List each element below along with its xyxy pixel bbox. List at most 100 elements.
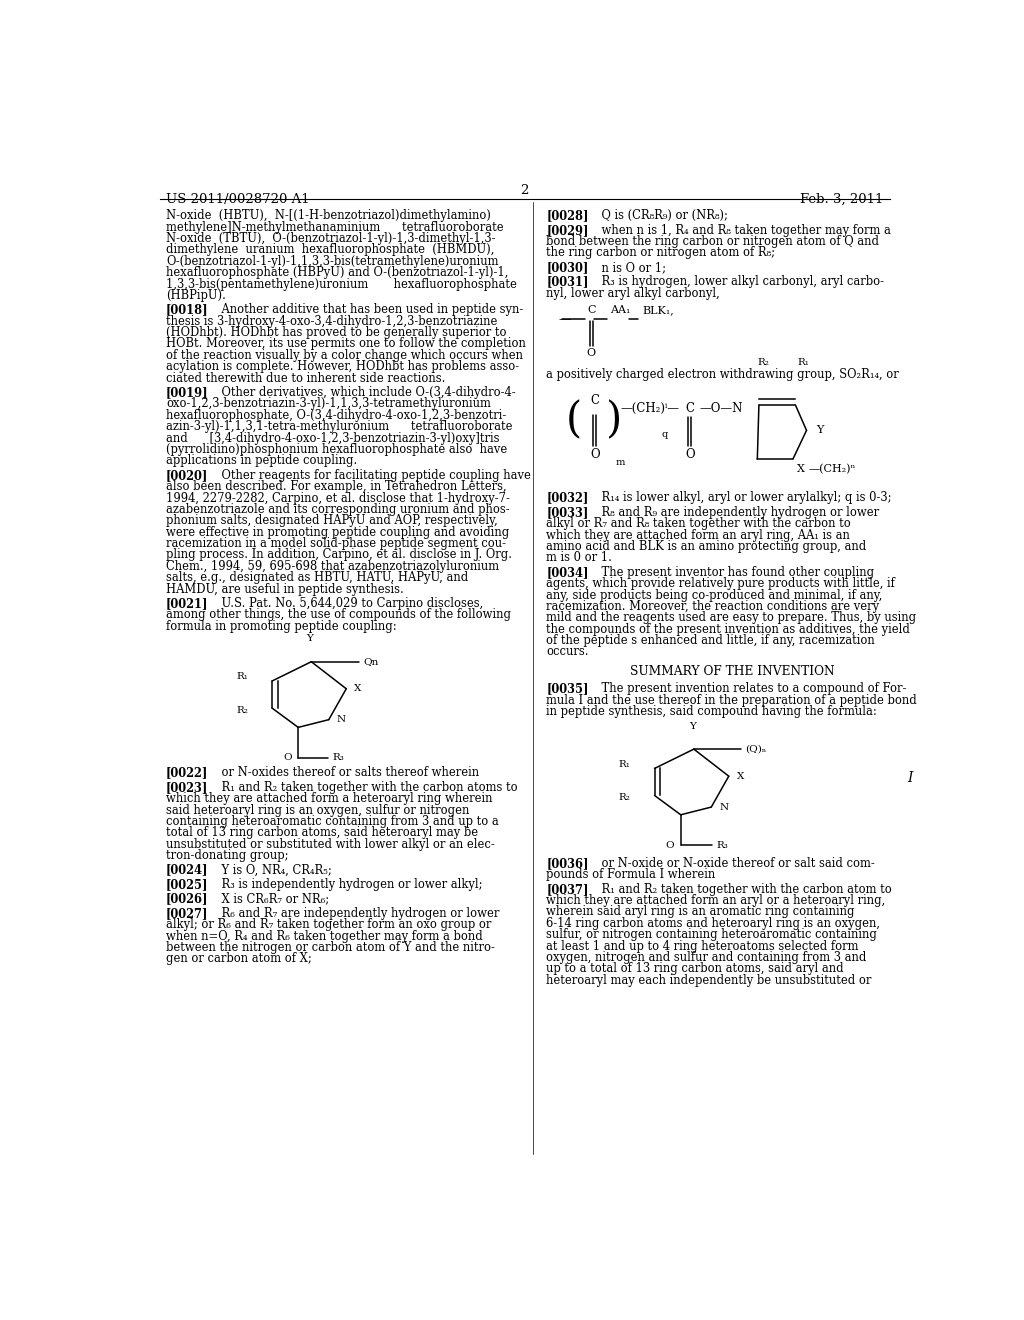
Text: R₂: R₂ bbox=[758, 358, 769, 367]
Text: oxygen, nitrogen and sulfur and containing from 3 and: oxygen, nitrogen and sulfur and containi… bbox=[546, 950, 866, 964]
Text: of the reaction visually by a color change which occurs when: of the reaction visually by a color chan… bbox=[166, 348, 523, 362]
Text: O: O bbox=[284, 754, 292, 763]
Text: pling process. In addition, Carpino, et al. disclose in J. Org.: pling process. In addition, Carpino, et … bbox=[166, 549, 512, 561]
Text: BLK₁,: BLK₁, bbox=[642, 305, 674, 315]
Text: HOBt. Moreover, its use permits one to follow the completion: HOBt. Moreover, its use permits one to f… bbox=[166, 338, 526, 351]
Text: Feb. 3, 2011: Feb. 3, 2011 bbox=[800, 193, 884, 206]
Text: (: ( bbox=[566, 399, 583, 441]
Text: at least 1 and up to 4 ring heteroatoms selected form: at least 1 and up to 4 ring heteroatoms … bbox=[546, 940, 859, 953]
Text: or N-oxides thereof or salts thereof wherein: or N-oxides thereof or salts thereof whe… bbox=[207, 767, 479, 779]
Text: R₂: R₂ bbox=[618, 793, 631, 803]
Text: R₈ and R₉ are independently hydrogen or lower: R₈ and R₉ are independently hydrogen or … bbox=[588, 506, 880, 519]
Text: [0019]: [0019] bbox=[166, 385, 209, 399]
Text: R₁₄ is lower alkyl, aryl or lower arylalkyl; q is 0-3;: R₁₄ is lower alkyl, aryl or lower arylal… bbox=[588, 491, 892, 504]
Text: sulfur, or nitrogen containing heteroaromatic containing: sulfur, or nitrogen containing heteroaro… bbox=[546, 928, 878, 941]
Text: which they are attached form a heteroaryl ring wherein: which they are attached form a heteroary… bbox=[166, 792, 493, 805]
Text: (HODhbt). HODhbt has proved to be generally superior to: (HODhbt). HODhbt has proved to be genera… bbox=[166, 326, 507, 339]
Text: [0028]: [0028] bbox=[546, 210, 589, 222]
Text: or N-oxide or N-oxide thereof or salt said com-: or N-oxide or N-oxide thereof or salt sa… bbox=[588, 857, 876, 870]
Text: The present invention relates to a compound of For-: The present invention relates to a compo… bbox=[588, 682, 907, 696]
Text: (pyrrolidino)phosphonium hexafluorophosphate also  have: (pyrrolidino)phosphonium hexafluorophosp… bbox=[166, 444, 507, 455]
Text: Y is O, NR₄, CR₄R₅;: Y is O, NR₄, CR₄R₅; bbox=[207, 863, 332, 876]
Text: when n=O, R₄ and R₆ taken together may form a bond: when n=O, R₄ and R₆ taken together may f… bbox=[166, 929, 483, 942]
Text: were effective in promoting peptide coupling and avoiding: were effective in promoting peptide coup… bbox=[166, 525, 509, 539]
Text: Y: Y bbox=[306, 635, 313, 643]
Text: [0034]: [0034] bbox=[546, 566, 589, 578]
Text: alkyl; or R₆ and R₇ taken together form an oxo group or: alkyl; or R₆ and R₇ taken together form … bbox=[166, 919, 492, 932]
Text: [0024]: [0024] bbox=[166, 863, 209, 876]
Text: mula I and the use thereof in the preparation of a peptide bond: mula I and the use thereof in the prepar… bbox=[546, 694, 916, 706]
Text: N: N bbox=[719, 803, 728, 812]
Text: AA₁: AA₁ bbox=[609, 305, 630, 315]
Text: X: X bbox=[354, 684, 361, 693]
Text: O: O bbox=[666, 841, 675, 850]
Text: amino acid and BLK is an amino protecting group, and: amino acid and BLK is an amino protectin… bbox=[546, 540, 866, 553]
Text: among other things, the use of compounds of the following: among other things, the use of compounds… bbox=[166, 609, 511, 622]
Text: Another additive that has been used in peptide syn-: Another additive that has been used in p… bbox=[207, 304, 523, 317]
Text: R₃ is independently hydrogen or lower alkyl;: R₃ is independently hydrogen or lower al… bbox=[207, 878, 483, 891]
Text: [0021]: [0021] bbox=[166, 597, 209, 610]
Text: tron-donating group;: tron-donating group; bbox=[166, 849, 289, 862]
Text: in peptide synthesis, said compound having the formula:: in peptide synthesis, said compound havi… bbox=[546, 705, 877, 718]
Text: m is 0 or 1.: m is 0 or 1. bbox=[546, 552, 612, 565]
Text: formula in promoting peptide coupling:: formula in promoting peptide coupling: bbox=[166, 620, 396, 632]
Text: racemization in a model solid-phase peptide segment cou-: racemization in a model solid-phase pept… bbox=[166, 537, 506, 550]
Text: [0027]: [0027] bbox=[166, 907, 209, 920]
Text: (Q)ₙ: (Q)ₙ bbox=[744, 744, 766, 754]
Text: oxo-1,2,3-benzotriazin-3-yl)-1,1,3,3-tetramethyluronium: oxo-1,2,3-benzotriazin-3-yl)-1,1,3,3-tet… bbox=[166, 397, 490, 411]
Text: also been described. For example, in Tetrahedron Letters,: also been described. For example, in Tet… bbox=[166, 480, 507, 494]
Text: X is CR₆R₇ or NR₆;: X is CR₆R₇ or NR₆; bbox=[207, 892, 330, 906]
Text: R₆ and R₇ are independently hydrogen or lower: R₆ and R₇ are independently hydrogen or … bbox=[207, 907, 500, 920]
Text: O-(benzotriazol-1-yl)-1,1,3,3-bis(tetramethylene)uronium: O-(benzotriazol-1-yl)-1,1,3,3-bis(tetram… bbox=[166, 255, 499, 268]
Text: azabenzotriazole and its corresponding uronium and phos-: azabenzotriazole and its corresponding u… bbox=[166, 503, 510, 516]
Text: [0020]: [0020] bbox=[166, 469, 209, 482]
Text: dimethylene  uranium  hexafluorophosphate  (HBMDU),: dimethylene uranium hexafluorophosphate … bbox=[166, 243, 495, 256]
Text: O: O bbox=[591, 447, 600, 461]
Text: salts, e.g., designated as HBTU, HATU, HAPyU, and: salts, e.g., designated as HBTU, HATU, H… bbox=[166, 572, 468, 585]
Text: heteroaryl may each independently be unsubstituted or: heteroaryl may each independently be uns… bbox=[546, 974, 871, 987]
Text: [0032]: [0032] bbox=[546, 491, 589, 504]
Text: between the nitrogen or carbon atom of Y and the nitro-: between the nitrogen or carbon atom of Y… bbox=[166, 941, 495, 954]
Text: 1,3,3-bis(pentamethylene)uronium       hexafluorophosphate: 1,3,3-bis(pentamethylene)uronium hexaflu… bbox=[166, 277, 517, 290]
Text: C: C bbox=[590, 393, 599, 407]
Text: I: I bbox=[907, 771, 912, 784]
Text: [0023]: [0023] bbox=[166, 781, 209, 793]
Text: m: m bbox=[616, 458, 626, 467]
Text: N: N bbox=[337, 715, 346, 725]
Text: phonium salts, designated HAPyU and AOP, respectively,: phonium salts, designated HAPyU and AOP,… bbox=[166, 515, 498, 528]
Text: O: O bbox=[685, 447, 694, 461]
Text: R₁: R₁ bbox=[237, 672, 248, 681]
Text: Q is (CR₈R₉) or (NR₈);: Q is (CR₈R₉) or (NR₈); bbox=[588, 210, 728, 222]
Text: [0025]: [0025] bbox=[166, 878, 209, 891]
Text: SUMMARY OF THE INVENTION: SUMMARY OF THE INVENTION bbox=[631, 665, 835, 678]
Text: R₁ and R₂ taken together with the carbon atom to: R₁ and R₂ taken together with the carbon… bbox=[588, 883, 892, 896]
Text: hexafluorophosphate, O-(3,4-dihydro-4-oxo-1,2,3-benzotri-: hexafluorophosphate, O-(3,4-dihydro-4-ox… bbox=[166, 409, 506, 422]
Text: The present inventor has found other coupling: The present inventor has found other cou… bbox=[588, 566, 874, 578]
Text: unsubstituted or substituted with lower alkyl or an elec-: unsubstituted or substituted with lower … bbox=[166, 838, 495, 851]
Text: [0026]: [0026] bbox=[166, 892, 209, 906]
Text: the compounds of the present invention as additives, the yield: the compounds of the present invention a… bbox=[546, 623, 910, 636]
Text: R₁: R₁ bbox=[618, 760, 631, 768]
Text: methylene]N-methylmethanaminium      tetrafluoroborate: methylene]N-methylmethanaminium tetraflu… bbox=[166, 220, 504, 234]
Text: azin-3-yl)-1,1,3,1-tetra-methyluronium      tetrafluoroborate: azin-3-yl)-1,1,3,1-tetra-methyluronium t… bbox=[166, 420, 513, 433]
Text: [0018]: [0018] bbox=[166, 304, 209, 317]
Text: [0030]: [0030] bbox=[546, 261, 589, 273]
Text: Y: Y bbox=[689, 722, 695, 731]
Text: Y: Y bbox=[816, 425, 823, 436]
Text: mild and the reagents used are easy to prepare. Thus, by using: mild and the reagents used are easy to p… bbox=[546, 611, 916, 624]
Text: containing heteroaromatic containing from 3 and up to a: containing heteroaromatic containing fro… bbox=[166, 814, 499, 828]
Text: C: C bbox=[588, 305, 596, 315]
Text: gen or carbon atom of X;: gen or carbon atom of X; bbox=[166, 953, 312, 965]
Text: X: X bbox=[736, 772, 744, 780]
Text: US 2011/0028720 A1: US 2011/0028720 A1 bbox=[166, 193, 309, 206]
Text: O: O bbox=[587, 348, 596, 358]
Text: hexafluorophosphate (HBPyU) and O-(benzotriazol-1-yl)-1,: hexafluorophosphate (HBPyU) and O-(benzo… bbox=[166, 267, 509, 279]
Text: R₃: R₃ bbox=[333, 754, 344, 763]
Text: said heteroaryl ring is an oxygen, sulfur or nitrogen: said heteroaryl ring is an oxygen, sulfu… bbox=[166, 804, 469, 817]
Text: Other reagents for facilitating peptide coupling have: Other reagents for facilitating peptide … bbox=[207, 469, 531, 482]
Text: N-oxide  (HBTU),  N-[(1-H-benzotriazol)dimethylamino): N-oxide (HBTU), N-[(1-H-benzotriazol)dim… bbox=[166, 210, 490, 222]
Text: —(CH₂)ⁱ—: —(CH₂)ⁱ— bbox=[621, 403, 679, 416]
Text: and      [3,4-dihydro-4-oxo-1,2,3-benzotriazin-3-yl)oxy]tris: and [3,4-dihydro-4-oxo-1,2,3-benzotriazi… bbox=[166, 432, 500, 445]
Text: racemization. Moreover, the reaction conditions are very: racemization. Moreover, the reaction con… bbox=[546, 599, 880, 612]
Text: which they are attached form an aryl ring, AA₁ is an: which they are attached form an aryl rin… bbox=[546, 528, 850, 541]
